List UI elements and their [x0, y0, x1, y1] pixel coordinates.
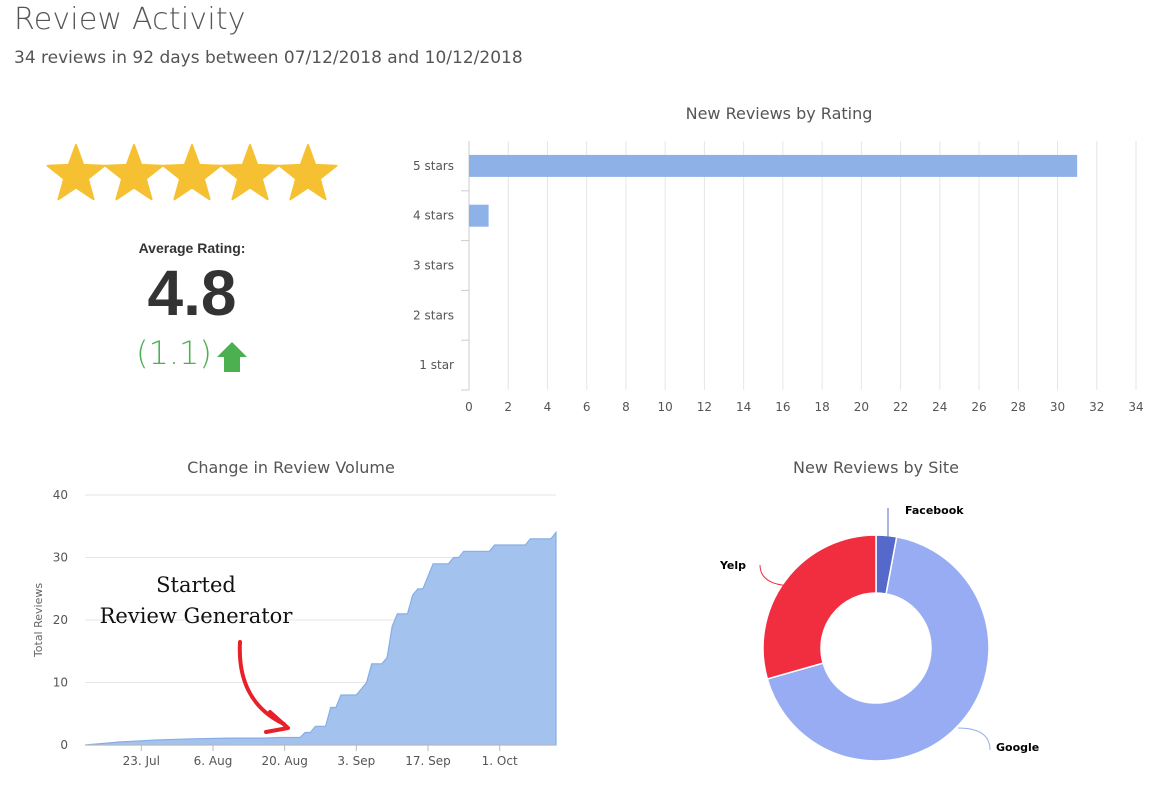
annotation-arrow-icon — [237, 640, 290, 734]
star-icon — [278, 144, 338, 201]
bar-x-tick-label: 16 — [775, 400, 790, 414]
star-icon — [46, 144, 106, 201]
annotation-line-1: Started — [156, 573, 236, 597]
bar-x-tick-label: 10 — [658, 400, 673, 414]
donut-slice-label: Facebook — [905, 504, 964, 517]
area-y-tick-label: 10 — [53, 676, 68, 690]
donut-slice-label: Google — [996, 741, 1039, 754]
bar-x-tick-label: 24 — [932, 400, 947, 414]
bar-x-tick-label: 18 — [814, 400, 829, 414]
donut-slice-label: Yelp — [719, 559, 746, 572]
bar-x-tick-label: 30 — [1050, 400, 1065, 414]
area-x-tick-label: 1. Oct — [482, 754, 518, 768]
star-rating-icons — [46, 144, 338, 201]
annotation-line-2: Review Generator — [99, 604, 293, 628]
rating-bar — [469, 204, 489, 227]
area-chart-title: Change in Review Volume — [187, 458, 395, 477]
area-x-tick-label: 17. Sep — [405, 754, 451, 768]
donut-label-connector — [957, 727, 991, 751]
star-icon — [220, 144, 280, 201]
bar-x-tick-label: 34 — [1128, 400, 1143, 414]
bar-category-label: 3 stars — [413, 259, 454, 273]
bar-x-tick-label: 12 — [697, 400, 712, 414]
rating-change-value: (1.1) — [136, 334, 212, 372]
donut-chart-title: New Reviews by Site — [793, 458, 959, 477]
area-x-tick-label: 23. Jul — [123, 754, 160, 768]
average-rating-label: Average Rating: — [138, 240, 246, 256]
donut-slice-google — [766, 536, 990, 762]
bar-x-tick-label: 6 — [583, 400, 591, 414]
bar-x-tick-label: 32 — [1089, 400, 1104, 414]
page-subtitle: 34 reviews in 92 days between 07/12/2018… — [14, 48, 523, 68]
area-y-tick-label: 40 — [53, 488, 68, 502]
bar-x-tick-label: 22 — [893, 400, 908, 414]
bar-x-tick-label: 20 — [854, 400, 869, 414]
review-generator-annotation: Started Review Generator — [96, 570, 296, 632]
bar-x-tick-label: 26 — [971, 400, 986, 414]
bar-chart-title: New Reviews by Rating — [686, 104, 873, 123]
star-icon — [162, 144, 222, 201]
page-title: Review Activity — [14, 2, 246, 37]
bar-x-tick-label: 2 — [504, 400, 512, 414]
bar-x-tick-label: 8 — [622, 400, 630, 414]
bar-x-tick-label: 28 — [1011, 400, 1026, 414]
average-rating-value: 4.8 — [147, 257, 237, 329]
bar-category-label: 2 stars — [413, 308, 454, 322]
area-y-axis-label: Total Reviews — [32, 583, 45, 658]
donut-slice-yelp — [762, 534, 877, 680]
donut-label-connector — [759, 564, 796, 587]
area-x-tick-label: 20. Aug — [261, 754, 307, 768]
bar-category-label: 1 star — [419, 358, 454, 372]
area-y-tick-label: 30 — [53, 551, 68, 565]
star-icon — [104, 144, 164, 201]
area-x-tick-label: 3. Sep — [337, 754, 375, 768]
area-y-tick-label: 0 — [60, 738, 68, 752]
bar-x-tick-label: 0 — [465, 400, 473, 414]
bar-category-label: 4 stars — [413, 209, 454, 223]
review-volume-area — [84, 530, 557, 746]
bar-category-label: 5 stars — [413, 159, 454, 173]
rating-bar — [469, 154, 1078, 177]
area-y-tick-label: 20 — [53, 613, 68, 627]
arrow-up-icon — [217, 342, 247, 372]
bar-x-tick-label: 4 — [544, 400, 552, 414]
area-x-tick-label: 6. Aug — [194, 754, 233, 768]
bar-x-tick-label: 14 — [736, 400, 751, 414]
